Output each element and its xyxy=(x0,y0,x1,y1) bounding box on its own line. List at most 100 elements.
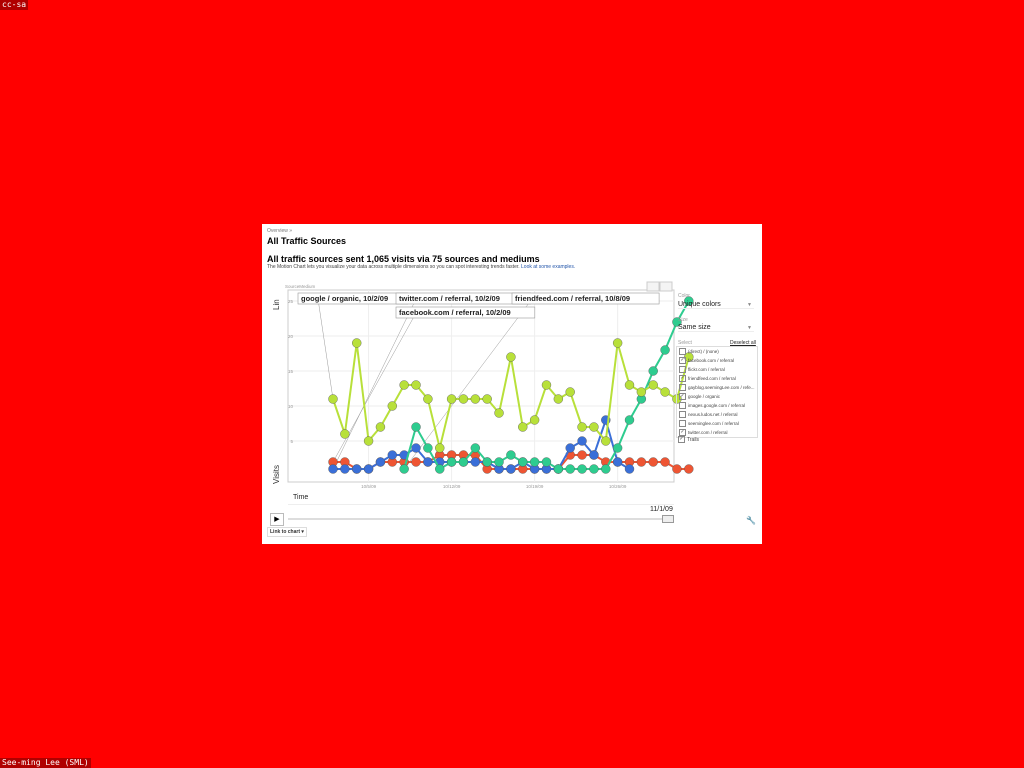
callout-line xyxy=(403,298,533,470)
select-item-label: facebook.com / referral xyxy=(688,358,735,363)
select-item[interactable]: ✓ facebook.com / referral xyxy=(677,356,757,365)
description-text: The Motion Chart lets you visualize your… xyxy=(267,264,520,270)
select-item[interactable]: gayblog.seemingLee.com / refe... xyxy=(677,383,757,392)
data-point xyxy=(435,443,445,453)
link-to-chart-button[interactable]: Link to chart ▾ xyxy=(267,527,307,537)
play-icon[interactable]: ▶ xyxy=(270,513,284,526)
checkbox[interactable]: ✓ xyxy=(678,436,685,443)
size-value: Same size xyxy=(678,324,711,331)
select-item[interactable]: nexus.ludos.net / referral xyxy=(677,410,757,419)
select-item[interactable]: ✓ twitter.com / referral xyxy=(677,428,757,437)
data-point xyxy=(612,457,623,467)
data-point xyxy=(470,394,481,404)
x-axis-label: Time xyxy=(293,494,309,501)
watermark-top: cc-sa xyxy=(0,0,29,10)
checkbox[interactable] xyxy=(679,402,686,410)
data-point xyxy=(482,457,492,467)
y-tick-label: 20 xyxy=(288,334,294,339)
x-axis-dropdown[interactable] xyxy=(288,492,674,505)
data-point xyxy=(648,380,658,390)
checkbox[interactable] xyxy=(679,348,686,356)
watermark-bottom: See-ming Lee (SML) xyxy=(0,758,91,768)
select-item[interactable]: ✓ friendfeed.com / referral xyxy=(677,374,757,383)
series-select-list[interactable]: (direct) / (none) ✓ facebook.com / referra… xyxy=(676,346,758,438)
select-item-label: friendfeed.com / referral xyxy=(688,376,736,381)
data-point xyxy=(340,429,350,439)
color-value: Unique colors xyxy=(678,301,721,308)
data-point xyxy=(387,450,398,460)
data-point xyxy=(340,464,350,474)
data-point xyxy=(352,464,362,474)
checkbox[interactable]: ✓ xyxy=(679,429,686,437)
data-point xyxy=(387,401,398,411)
checkbox[interactable]: ✓ xyxy=(679,357,686,365)
select-item[interactable]: flickr.com / referral xyxy=(677,365,757,374)
data-point xyxy=(648,366,658,376)
data-point xyxy=(482,394,492,404)
select-item-label: (direct) / (none) xyxy=(688,349,719,354)
data-point xyxy=(553,464,564,474)
data-point xyxy=(660,457,670,467)
checkbox[interactable] xyxy=(679,411,686,419)
data-point xyxy=(589,422,599,432)
data-point xyxy=(328,464,338,474)
select-item[interactable]: ✓ google / organic xyxy=(677,392,757,401)
bar-chart-icon xyxy=(659,281,673,292)
select-item-label: images.google.com / referral xyxy=(688,403,746,408)
data-point xyxy=(423,394,433,404)
wrench-icon[interactable]: 🔧 xyxy=(746,516,756,525)
data-point xyxy=(411,457,421,467)
data-point xyxy=(684,296,694,306)
callout-box xyxy=(511,292,660,305)
data-point xyxy=(636,457,647,467)
data-point xyxy=(589,464,599,474)
data-point xyxy=(328,394,338,404)
trails-label: Trails xyxy=(687,436,700,443)
data-point xyxy=(494,408,504,418)
color-label: Color xyxy=(678,293,690,299)
data-point xyxy=(423,457,433,467)
time-slider[interactable] xyxy=(288,518,674,520)
data-point xyxy=(553,394,564,404)
checkbox[interactable]: ✓ xyxy=(679,375,686,383)
data-point xyxy=(589,450,599,460)
data-point xyxy=(375,457,386,467)
checkbox[interactable] xyxy=(679,384,686,392)
select-item-label: seeminglee.com / referral xyxy=(688,421,739,426)
size-dropdown[interactable]: Same size ▼ xyxy=(678,324,754,332)
x-tick-label: 10/26/09 xyxy=(609,484,627,489)
plot-area xyxy=(287,289,675,483)
chevron-down-icon: ▼ xyxy=(747,325,752,331)
trails-checkbox[interactable]: ✓ Trails xyxy=(676,436,699,443)
data-point xyxy=(411,443,421,453)
checkbox[interactable]: ✓ xyxy=(679,393,686,401)
data-point xyxy=(636,387,647,397)
motion-chart[interactable]: SourceMedium 5 10 15 20 25 10/5/09 10/12/09 10/1… xyxy=(262,224,762,544)
data-point xyxy=(363,436,374,446)
select-item-label: nexus.ludos.net / referral xyxy=(688,412,738,417)
breadcrumb[interactable]: Overview » xyxy=(267,228,293,234)
select-item[interactable]: images.google.com / referral xyxy=(677,401,757,410)
data-point xyxy=(435,464,445,474)
y-scale-dropdown: Lin xyxy=(272,299,281,310)
data-point xyxy=(363,464,374,474)
select-item-label: gayblog.seemingLee.com / refe... xyxy=(688,385,755,390)
slider-handle[interactable] xyxy=(662,515,674,523)
data-point xyxy=(470,457,481,467)
color-dimension-label: SourceMedium xyxy=(285,284,316,289)
data-point xyxy=(399,380,409,390)
color-dropdown[interactable]: Unique colors ▼ xyxy=(678,301,754,309)
data-point xyxy=(577,464,587,474)
data-point xyxy=(446,457,457,467)
select-item-label: flickr.com / referral xyxy=(688,367,725,372)
deselect-all-link[interactable]: Deselect all xyxy=(730,340,756,346)
data-point xyxy=(529,457,540,467)
checkbox[interactable] xyxy=(679,420,686,428)
data-point xyxy=(411,422,421,432)
select-item[interactable]: (direct) / (none) xyxy=(677,347,757,356)
select-item-label: google / organic xyxy=(688,394,721,399)
examples-link[interactable]: Look at some examples. xyxy=(521,264,576,270)
select-item[interactable]: seeminglee.com / referral xyxy=(677,419,757,428)
checkbox[interactable] xyxy=(679,366,686,374)
page-title: All Traffic Sources xyxy=(267,236,347,246)
